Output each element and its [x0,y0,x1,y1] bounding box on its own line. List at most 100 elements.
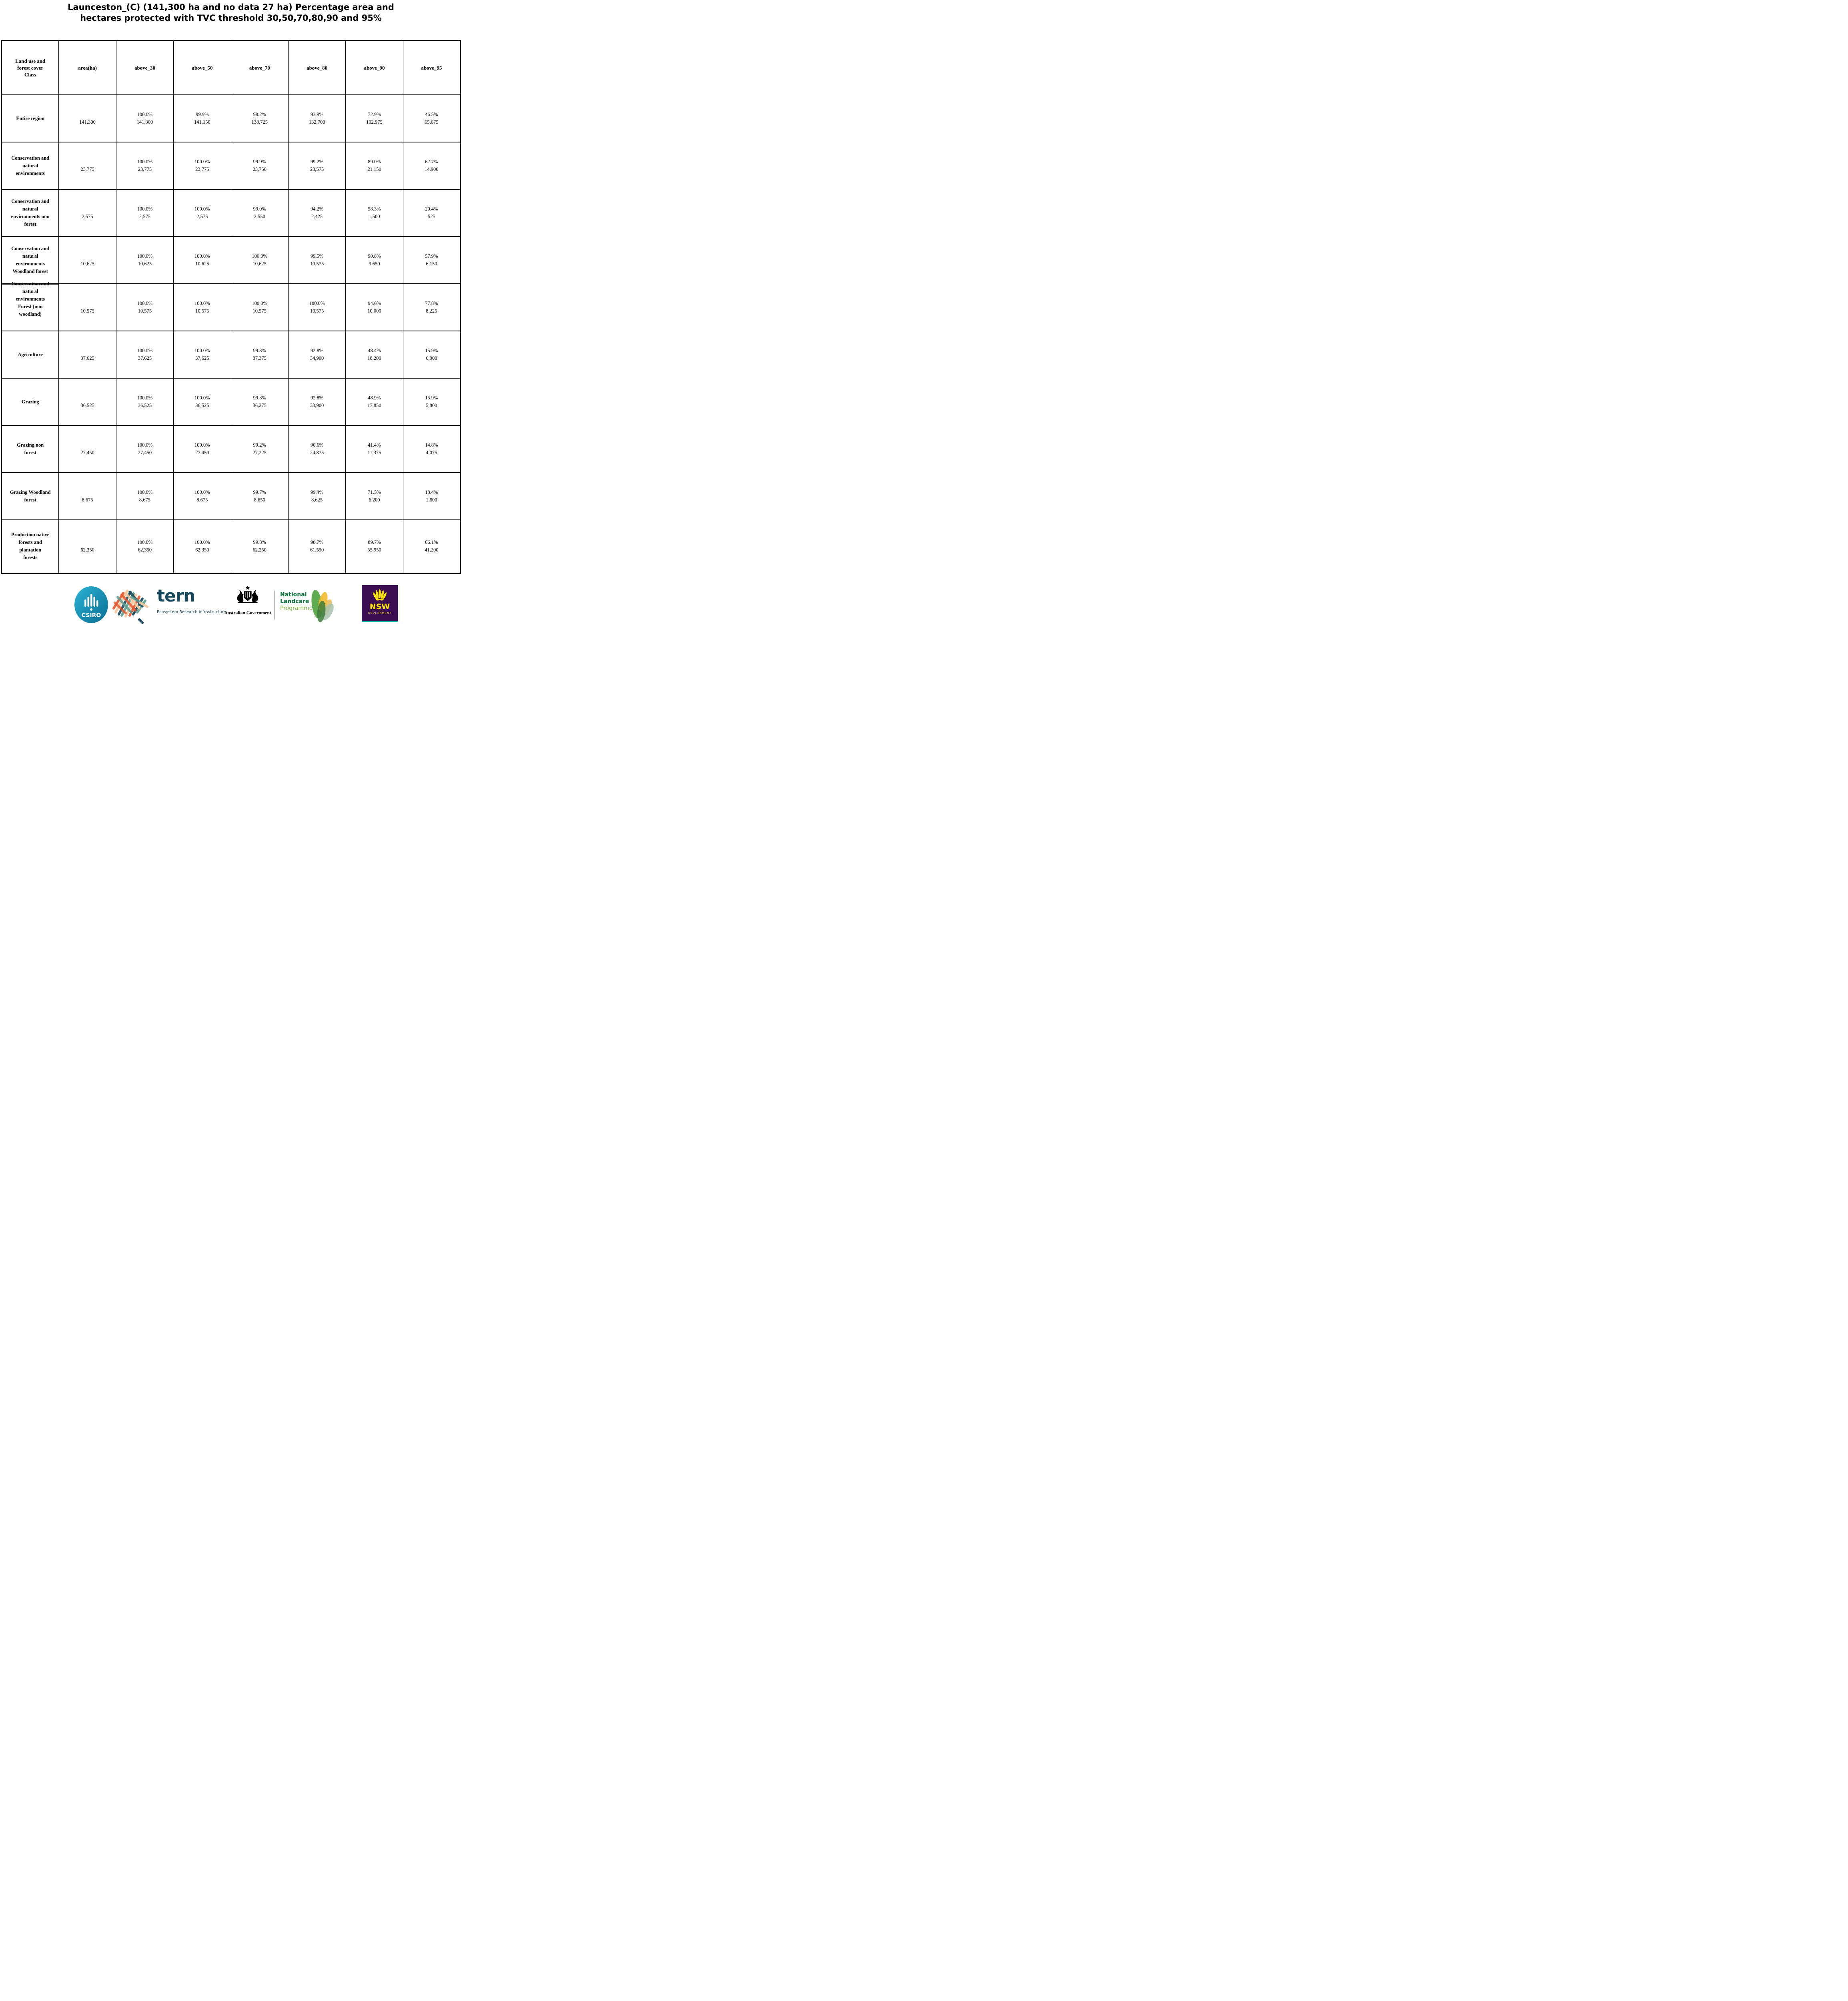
hectares-value: 2,575 [139,214,150,219]
threshold-cell-above_50: 100.0% 8,675 [173,472,231,520]
row-label: Grazing Woodland forest [10,489,51,503]
hectares-value: 65,675 [425,119,439,125]
percent-value [59,205,116,213]
percent-value: 48.4% [368,348,381,353]
threshold-cell-above_70: 99.3% 36,275 [230,378,289,426]
hectares-value: 10,625 [253,261,267,267]
row-label: Production native forests and plantation fo… [11,532,50,561]
hectares-value: 9,650 [369,261,380,267]
threshold-cell-above_30: 100.0% 10,575 [116,283,174,331]
percent-value: 89.7% [368,539,381,545]
percent-value: 92.8% [310,348,324,353]
australian-government-label: Australian Government [224,610,271,616]
area-cell: 8,675 [58,472,116,520]
row-label-cell: Agriculture [1,331,59,379]
percent-value: 89.0% [368,159,381,164]
threshold-cell-above_50: 100.0% 37,625 [173,331,231,379]
percent-value: 98.7% [310,539,324,545]
landcare-word-landcare: Landcare [280,598,309,605]
hectares-value: 2,425 [311,214,323,219]
table-row: Conservation and natural environments non f… [1,189,461,237]
percent-value [59,441,116,449]
threshold-cell-above_90: 94.6% 10,000 [345,283,403,331]
threshold-cell-above_50: 100.0% 36,525 [173,378,231,426]
percent-value: 71.5% [368,489,381,495]
hectares-value: 6,200 [369,497,380,503]
row-label-cell: Grazing Woodland forest [1,472,59,520]
row-label-cell: Grazing [1,378,59,426]
threshold-cell-above_80: 100.0% 10,575 [288,283,346,331]
percent-value: 77.8% [425,301,438,306]
area-cell: 10,575 [58,283,116,331]
hectares-value: 141,300 [136,119,153,125]
threshold-cell-above_80: 99.5% 10,575 [288,236,346,284]
threshold-cell-above_95: 77.8% 8,225 [403,283,461,331]
header-class-line: Land use and [15,58,46,64]
hectares-value: 36,525 [138,403,152,408]
percent-value: 20.4% [425,206,438,212]
percent-value: 100.0% [137,442,153,448]
header-above-80: above_80 [288,40,346,95]
threshold-cell-above_50: 100.0% 62,350 [173,519,231,573]
hectares-value: 132,700 [309,119,325,125]
percent-value: 99.5% [310,253,324,259]
percent-value: 62.7% [425,159,438,164]
hectares-value: 6,150 [426,261,437,267]
percent-value [59,394,116,402]
hectares-value: 37,625 [138,355,152,361]
hectares-value: 1,600 [426,497,437,503]
percent-value: 90.6% [310,442,324,448]
tern-wordmark: tern [157,585,195,606]
percent-value: 100.0% [137,348,153,353]
landcare-word-programme: Programme [280,605,313,612]
percent-value: 100.0% [137,489,153,495]
percent-value: 99.9% [196,112,209,117]
percent-value: 98.2% [253,112,266,117]
threshold-cell-above_70: 99.3% 37,375 [230,331,289,379]
percent-value: 99.2% [253,442,266,448]
threshold-cell-above_30: 100.0% 2,575 [116,189,174,237]
tern-australia-icon [112,589,148,624]
row-label: Conservation and natural environments Woodl… [11,246,50,274]
hectares-value: 37,625 [80,355,94,361]
percent-value: 100.0% [194,442,210,448]
threshold-cell-above_50: 100.0% 2,575 [173,189,231,237]
threshold-cell-above_80: 98.7% 61,550 [288,519,346,573]
threshold-cell-above_30: 100.0% 141,300 [116,94,174,142]
percent-value: 100.0% [137,206,153,212]
hectares-value: 10,625 [80,261,94,267]
csiro-wordmark: CSIRO [82,612,101,619]
row-label-cell: Production native forests and plantation fo… [1,519,59,573]
row-label: Grazing [21,399,39,405]
hectares-value: 62,350 [80,547,94,553]
threshold-cell-above_90: 48.4% 18,200 [345,331,403,379]
percent-value: 100.0% [194,253,210,259]
hectares-value: 1,500 [369,214,380,219]
hectares-value: 62,350 [195,547,209,553]
hectares-value: 10,000 [367,308,381,314]
threshold-cell-above_80: 94.2% 2,425 [288,189,346,237]
hectares-value: 37,625 [195,355,209,361]
percent-value [59,347,116,355]
threshold-cell-above_90: 58.3% 1,500 [345,189,403,237]
percent-value: 58.3% [368,206,381,212]
threshold-cell-above_90: 41.4% 11,375 [345,425,403,473]
hectares-value: 8,225 [426,308,437,314]
percent-value: 18.4% [425,489,438,495]
threshold-cell-above_50: 100.0% 23,775 [173,142,231,190]
threshold-cell-above_95: 20.4% 525 [403,189,461,237]
percent-value: 94.6% [368,301,381,306]
percent-value: 72.9% [368,112,381,117]
percent-value: 66.1% [425,539,438,545]
hectares-value: 8,675 [82,497,93,503]
hectares-value: 36,525 [195,403,209,408]
row-label-cell: Conservation and natural environments Fores… [1,281,60,331]
hectares-value: 141,300 [79,119,96,125]
threshold-cell-above_90: 89.0% 21,150 [345,142,403,190]
hectares-value: 23,750 [253,166,267,172]
threshold-cell-above_30: 100.0% 62,350 [116,519,174,573]
hectares-value: 37,375 [253,355,267,361]
percent-value: 100.0% [194,206,210,212]
percent-value [59,539,116,546]
percent-value: 93.9% [310,112,324,117]
